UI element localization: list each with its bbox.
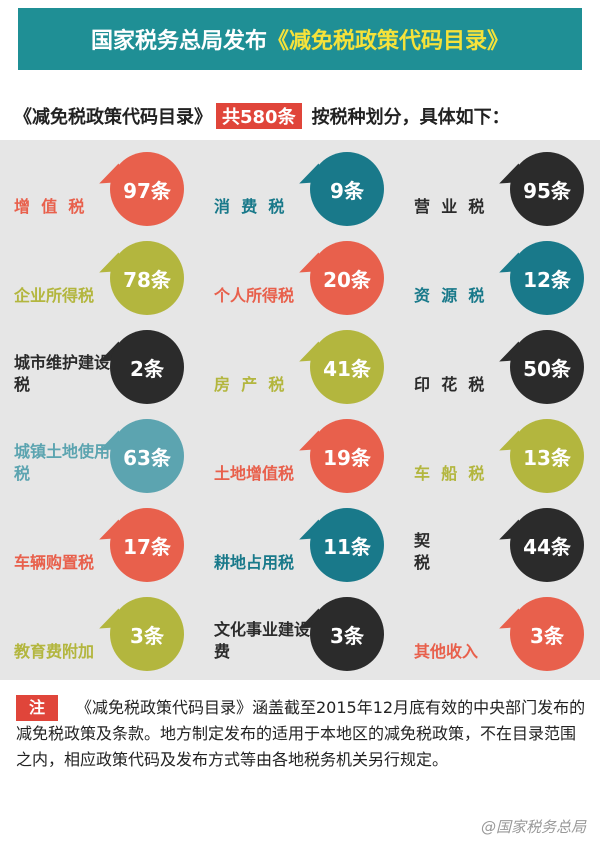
item-label: 其他收入 <box>414 642 479 661</box>
item-count: 78条 <box>123 267 171 292</box>
item-count: 44条 <box>523 534 571 559</box>
item-count: 41条 <box>323 356 371 381</box>
title: 国家税务总局发布 <box>90 29 267 54</box>
item: 印花税 50条 <box>400 324 600 414</box>
item-count: 19条 <box>323 445 371 470</box>
count-bubble: 13条 <box>510 419 584 493</box>
footer: @国家税务总局 <box>480 818 586 836</box>
count-bubble: 50条 <box>510 330 584 404</box>
note-tag: 注 <box>16 695 58 721</box>
item-count: 20条 <box>323 267 371 292</box>
item: 房产税 41条 <box>200 324 400 414</box>
item-count: 2条 <box>130 356 164 381</box>
count-bubble: 17条 <box>110 508 184 582</box>
count-bubble: 78条 <box>110 241 184 315</box>
item-count: 95条 <box>523 178 571 203</box>
item: 城镇土地使用税 63条 <box>0 413 200 503</box>
count-bubble: 12条 <box>510 241 584 315</box>
banner: 国家税务总局发布 《减免税政策代码目录》 <box>18 8 582 70</box>
item-label: 企业所得税 <box>14 286 95 305</box>
item-label: 印花税 <box>414 375 496 394</box>
count-bubble: 3条 <box>110 597 184 671</box>
item-count: 3条 <box>130 623 164 648</box>
item: 文化事业建设费 3条 <box>200 591 400 681</box>
item-count: 13条 <box>523 445 571 470</box>
item-label: 文化事业建设费 <box>214 620 311 661</box>
item: 消费税 9条 <box>200 146 400 236</box>
item-label: 教育费附加 <box>14 642 95 661</box>
item: 企业所得税 78条 <box>0 235 200 325</box>
item-count: 12条 <box>523 267 571 292</box>
summary-total: 共580条 <box>216 103 302 129</box>
item-count: 3条 <box>330 623 364 648</box>
item-count: 9条 <box>330 178 364 203</box>
note: 注《减免税政策代码目录》涵盖截至2015年12月底有效的中央部门发布的减免税政策… <box>16 695 586 773</box>
count-bubble: 2条 <box>110 330 184 404</box>
count-bubble: 41条 <box>310 330 384 404</box>
item: 资源税 12条 <box>400 235 600 325</box>
count-bubble: 63条 <box>110 419 184 493</box>
count-bubble: 95条 <box>510 152 584 226</box>
item: 增值税 97条 <box>0 146 200 236</box>
item-label: 营业税 <box>414 197 496 216</box>
item-label: 耕地占用税 <box>214 553 295 572</box>
count-bubble: 11条 <box>310 508 384 582</box>
item: 耕地占用税 11条 <box>200 502 400 592</box>
item: 土地增值税 19条 <box>200 413 400 503</box>
summary-text: 《减免税政策代码目录》 <box>14 107 212 128</box>
item-label: 车船税 <box>414 464 496 483</box>
item-label: 消费税 <box>214 197 296 216</box>
item-count: 50条 <box>523 356 571 381</box>
item-label: 增值税 <box>14 197 96 216</box>
item: 其他收入 3条 <box>400 591 600 681</box>
item: 城市维护建设税 2条 <box>0 324 200 414</box>
count-bubble: 44条 <box>510 508 584 582</box>
item: 教育费附加 3条 <box>0 591 200 681</box>
count-bubble: 20条 <box>310 241 384 315</box>
item-label: 资源税 <box>414 286 496 305</box>
item-label: 土地增值税 <box>214 464 295 483</box>
item-label: 房产税 <box>214 375 296 394</box>
item: 车辆购置税 17条 <box>0 502 200 592</box>
item-count: 97条 <box>123 178 171 203</box>
item-label: 城镇土地使用税 <box>14 442 111 483</box>
item-label: 城市维护建设税 <box>14 353 111 394</box>
item-label: 车辆购置税 <box>14 553 95 572</box>
count-bubble: 3条 <box>510 597 584 671</box>
summary: 《减免税政策代码目录》 共580条 按税种划分，具体如下： <box>14 103 510 129</box>
count-bubble: 97条 <box>110 152 184 226</box>
count-bubble: 3条 <box>310 597 384 671</box>
count-bubble: 19条 <box>310 419 384 493</box>
item: 契税 44条 <box>400 502 600 592</box>
count-bubble: 9条 <box>310 152 384 226</box>
item: 车船税 13条 <box>400 413 600 503</box>
item: 个人所得税 20条 <box>200 235 400 325</box>
item-label: 个人所得税 <box>214 286 295 305</box>
title-highlight: 《减免税政策代码目录》 <box>267 29 510 54</box>
item-count: 63条 <box>123 445 171 470</box>
summary-text: 按税种划分，具体如下： <box>311 107 510 128</box>
item: 营业税 95条 <box>400 146 600 236</box>
item-label: 契税 <box>414 531 466 572</box>
item-count: 17条 <box>123 534 171 559</box>
note-text: 《减免税政策代码目录》涵盖截至2015年12月底有效的中央部门发布的减免税政策及… <box>16 698 586 769</box>
item-count: 11条 <box>323 534 371 559</box>
items-panel: 增值税 97条 消费税 9条 营业税 95条 企业所得税 78条 个人所得税 20条 资源税 12条城… <box>0 140 600 680</box>
item-count: 3条 <box>530 623 564 648</box>
